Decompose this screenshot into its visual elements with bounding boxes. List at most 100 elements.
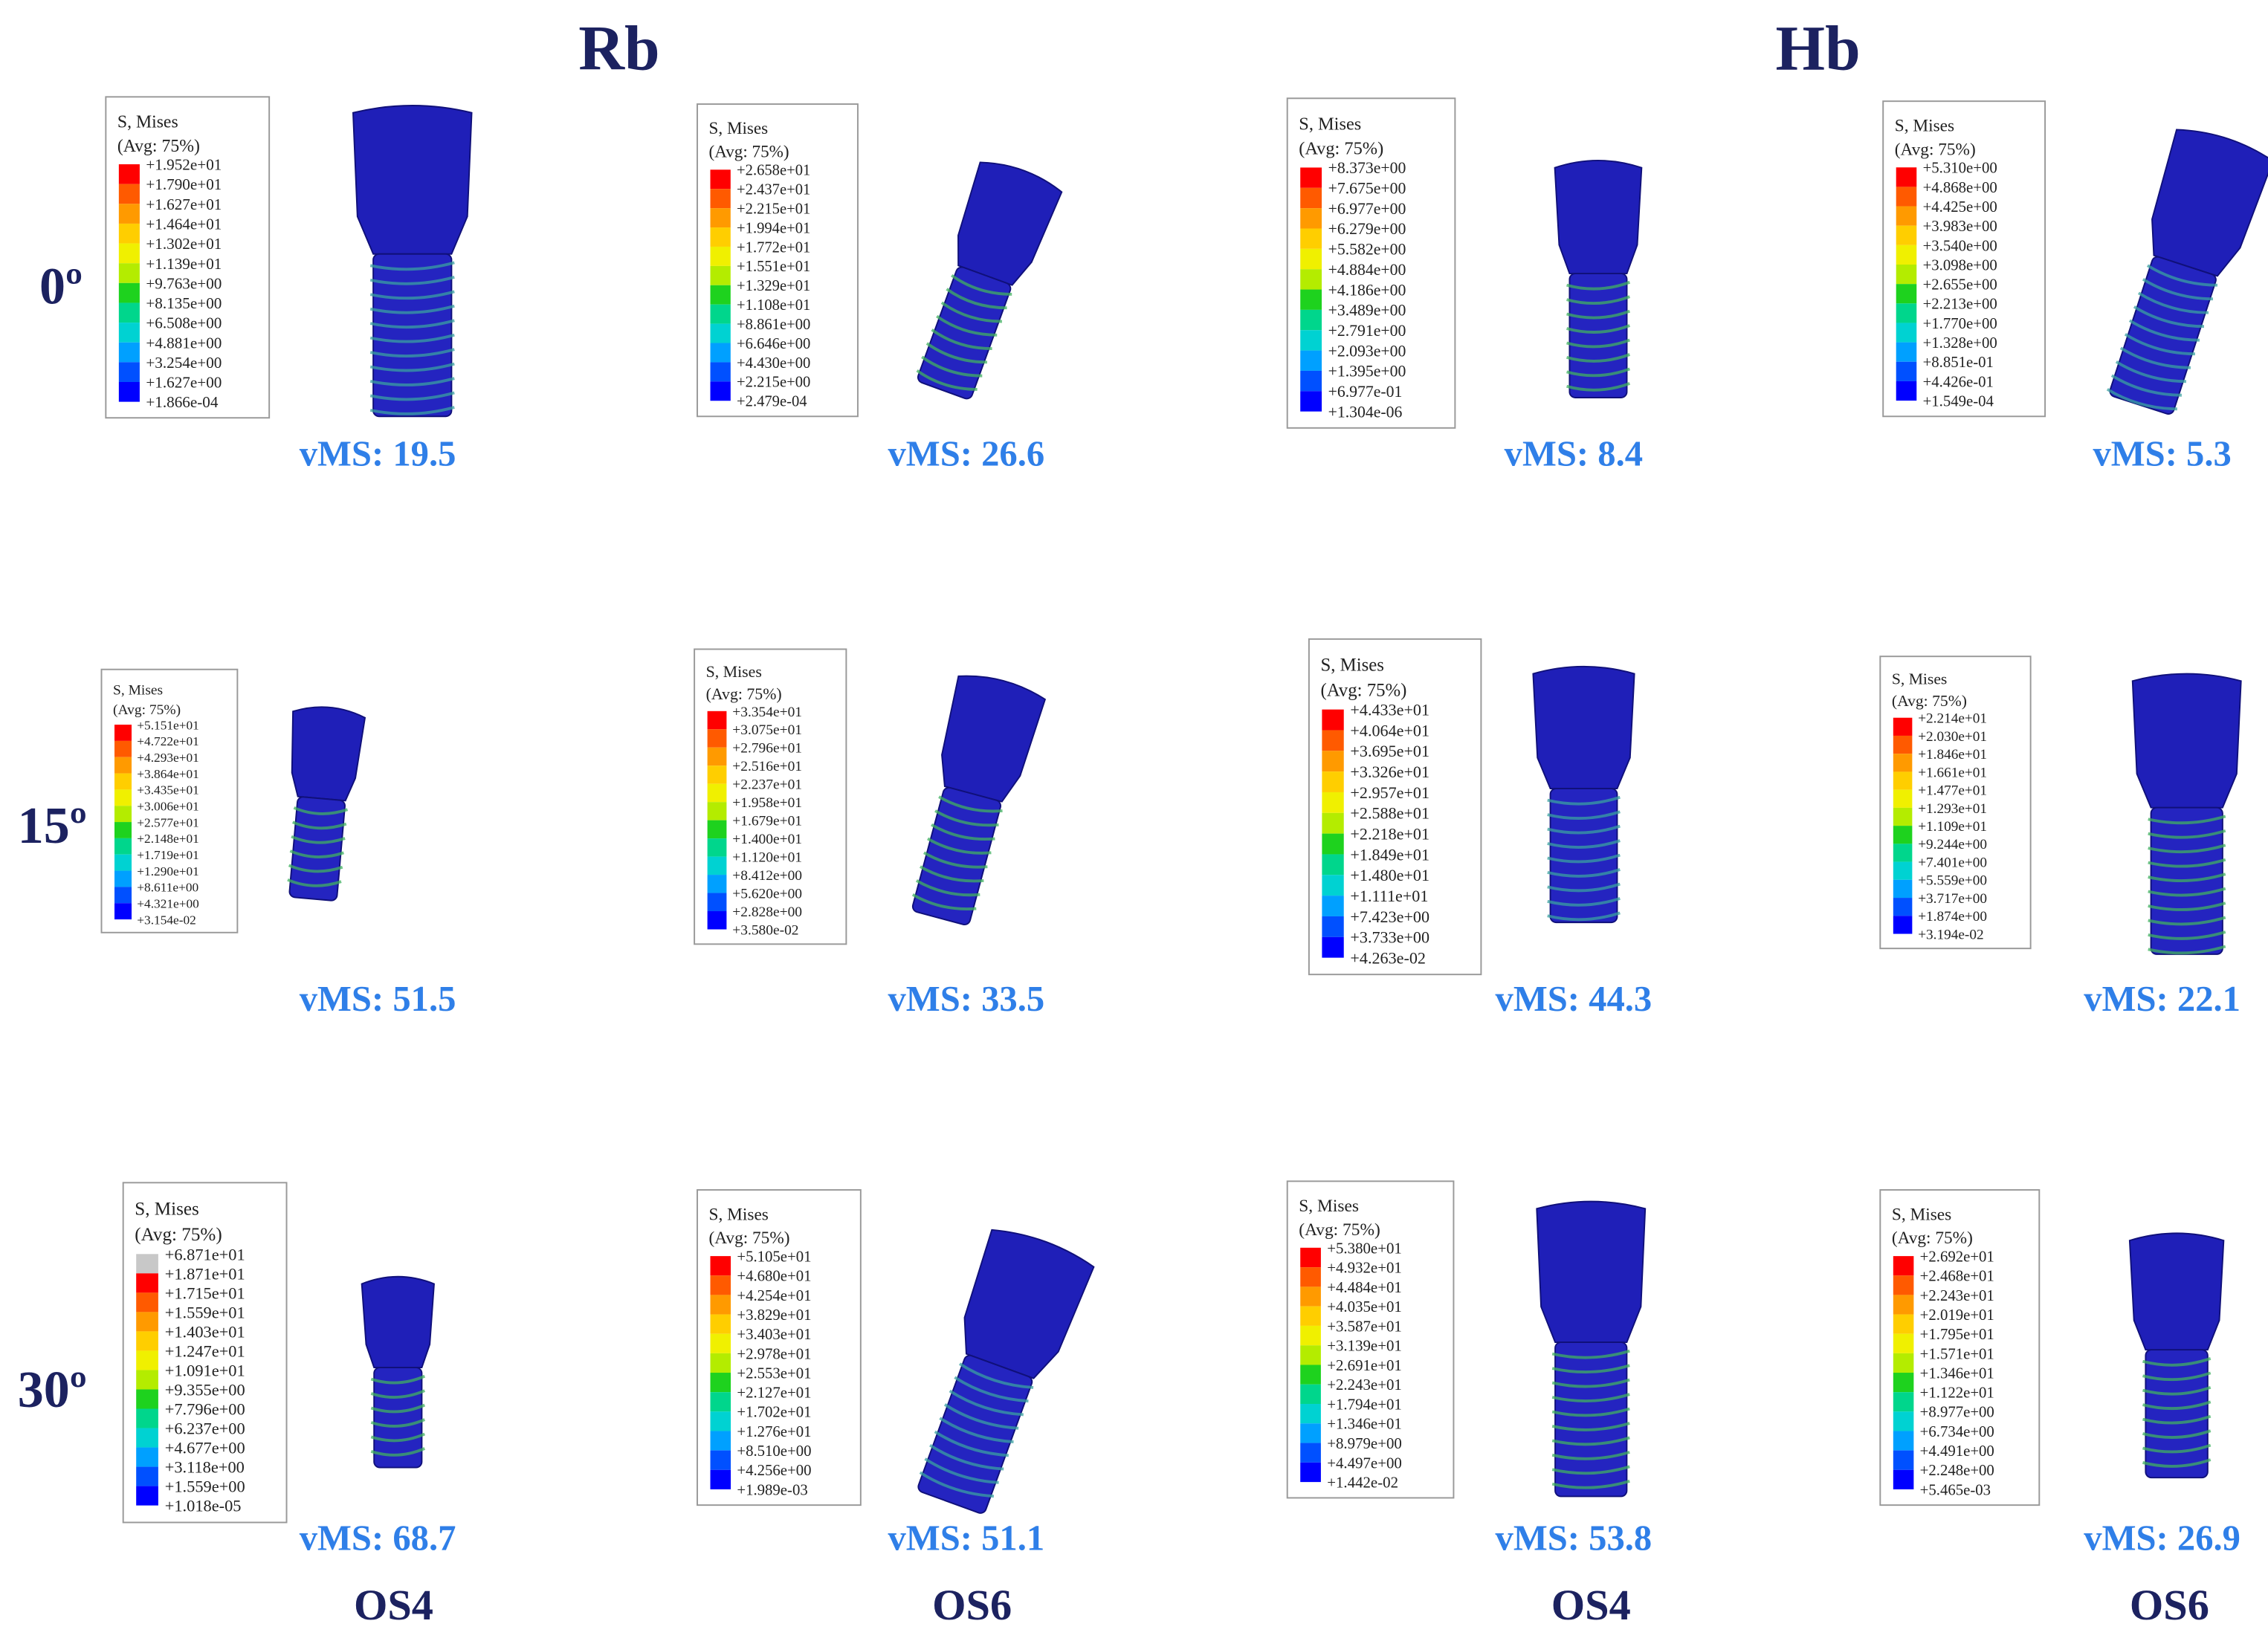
legend-value: +1.679e+01: [732, 814, 802, 829]
legend-value: +1.290e+01: [137, 864, 199, 878]
screw-thread: [2137, 291, 2209, 314]
legend-swatch: [710, 246, 731, 266]
screw-thread: [369, 348, 455, 357]
legend-value: +3.580e-02: [732, 922, 798, 938]
legend-value: +4.293e+01: [137, 751, 199, 765]
legend-swatch: [707, 893, 727, 912]
legend-swatch: [1896, 342, 1917, 362]
legend-swatch: [1300, 309, 1322, 331]
screw-thread: [1551, 1451, 1630, 1460]
legend-swatch: [1896, 225, 1917, 245]
legend-swatch: [1893, 826, 1913, 844]
legend-subtitle: (Avg: 75%): [1299, 1220, 1380, 1240]
screw-thread: [370, 1374, 426, 1385]
screw-thread: [1547, 824, 1621, 835]
screw: [352, 105, 473, 418]
legend-value: +5.582e+00: [1328, 241, 1406, 259]
legend-value: +1.395e+00: [1328, 363, 1406, 381]
legend-value: +1.795e+01: [1920, 1326, 1994, 1343]
column-label: OS6: [2130, 1581, 2209, 1629]
screw-thread: [288, 864, 343, 873]
legend-value: +1.293e+01: [1918, 801, 1987, 817]
stress-label: vMS: 68.7: [300, 1518, 456, 1558]
legend-swatch: [1896, 323, 1917, 343]
screw: [287, 706, 366, 902]
legend-value: +2.796e+01: [732, 741, 802, 757]
legend-title: S, Mises: [1895, 116, 1954, 135]
screw-thread: [958, 1362, 1034, 1389]
screw-thread: [1551, 1393, 1630, 1402]
legend-swatch: [1893, 1333, 1914, 1353]
screw-thread: [370, 1432, 426, 1443]
legend-value: +1.846e+01: [1918, 747, 1987, 763]
legend-value: +2.019e+01: [1920, 1307, 1994, 1324]
screw-thread: [287, 878, 342, 887]
row-label: 30º: [18, 1362, 87, 1419]
screw-thread: [1547, 882, 1621, 893]
screw-thread: [919, 1471, 994, 1498]
legend-value: +2.479e-04: [737, 394, 807, 410]
legend-value: +4.321e+00: [137, 896, 199, 910]
screw-head: [1532, 665, 1635, 790]
screw-thread: [1566, 353, 1631, 363]
legend-value: +1.400e+01: [732, 832, 802, 847]
legend-value: +3.733e+00: [1350, 928, 1429, 947]
legend-value: +1.139e+01: [146, 255, 222, 273]
legend-value: +3.154e-02: [137, 913, 196, 927]
legend-value: +1.346e+01: [1327, 1415, 1402, 1433]
screw-thread: [2142, 1429, 2212, 1439]
legend-value: +1.442e-02: [1327, 1474, 1398, 1492]
legend-value: +1.719e+01: [137, 848, 199, 862]
legend-swatch: [118, 263, 140, 283]
legend-value: +3.435e+01: [137, 783, 199, 797]
screw-thread: [1566, 309, 1631, 320]
legend-value: +2.691e+01: [1327, 1356, 1402, 1374]
legend-swatch: [1300, 1345, 1321, 1365]
screw-thread: [369, 276, 455, 285]
screw-thread: [2142, 1443, 2212, 1454]
legend-value: +1.122e+01: [1920, 1385, 1994, 1402]
legend-value: +2.215e+01: [737, 201, 810, 217]
screw-thread: [921, 355, 983, 378]
screw-thread: [940, 301, 1002, 323]
legend-swatch: [1300, 1404, 1321, 1424]
legend-subtitle: (Avg: 75%): [1895, 140, 1976, 159]
legend-swatch: [1322, 875, 1344, 896]
screw-thread: [369, 391, 455, 401]
legend-swatch: [118, 381, 140, 402]
screw-thread: [2142, 1385, 2212, 1396]
screw-thread: [293, 806, 349, 815]
screw: [916, 161, 1063, 400]
legend-value: +2.791e+00: [1328, 322, 1406, 340]
legend-swatch: [1300, 391, 1322, 412]
legend-swatch: [1322, 751, 1344, 772]
legend-value: +1.661e+01: [1918, 765, 1987, 780]
legend-value: +3.326e+01: [1350, 763, 1429, 781]
legend-swatch: [1896, 167, 1917, 187]
screw-thread: [931, 328, 992, 351]
stress-label: vMS: 8.4: [1505, 433, 1643, 473]
legend-subtitle: (Avg: 75%): [117, 137, 200, 156]
legend-swatch: [118, 164, 140, 184]
legend-swatch: [118, 323, 140, 343]
legend-value: +4.256e+00: [737, 1462, 811, 1479]
legend-swatch: [1893, 1431, 1914, 1451]
screw-thread: [911, 893, 977, 910]
legend-swatch: [710, 265, 731, 285]
legend-swatch: [707, 875, 727, 893]
screw-thread: [929, 1444, 1004, 1471]
screw-thread: [289, 849, 345, 858]
screw-thread: [1566, 338, 1631, 349]
legend-value: +1.874e+00: [1918, 909, 1987, 925]
legend-value: +4.884e+00: [1328, 261, 1406, 279]
legend-value: +6.279e+00: [1328, 220, 1406, 238]
legend-value: +8.510e+00: [737, 1443, 811, 1460]
legend-value: +1.871e+01: [165, 1264, 245, 1283]
legend-swatch: [710, 323, 731, 343]
legend-value: +3.403e+01: [737, 1326, 811, 1343]
legend-swatch: [1893, 1256, 1914, 1276]
legend-value: +2.437e+01: [737, 182, 810, 198]
legend-value: +1.329e+01: [737, 278, 810, 294]
legend-swatch: [136, 1428, 158, 1448]
